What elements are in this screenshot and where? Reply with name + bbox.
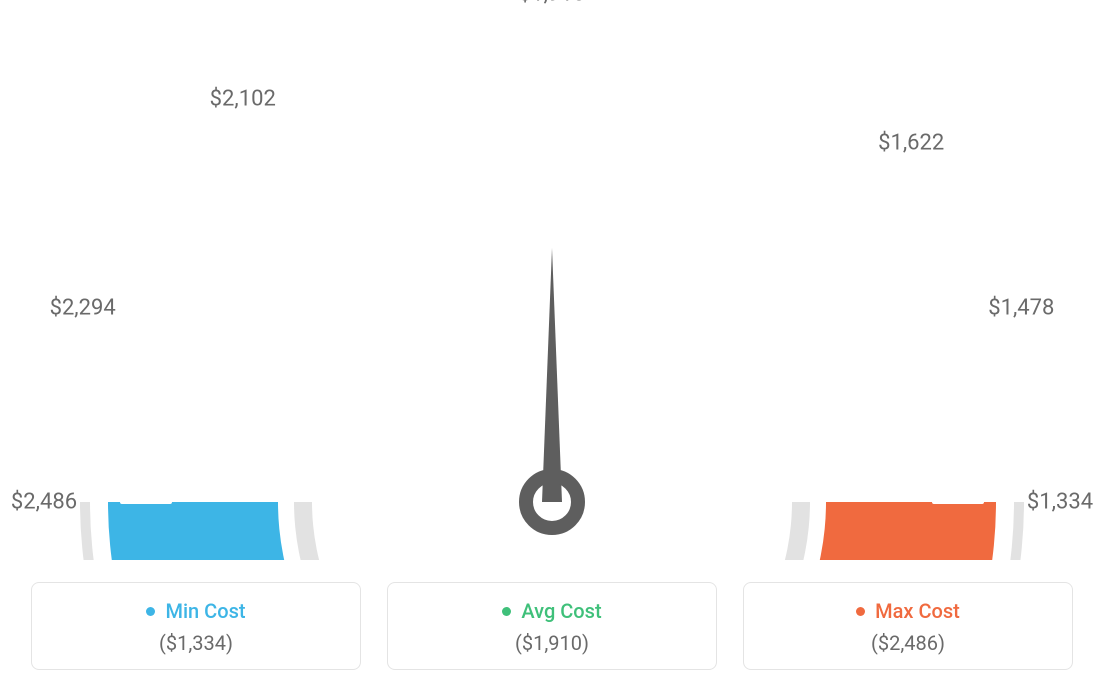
avg-cost-card: Avg Cost ($1,910) bbox=[387, 582, 717, 670]
gauge-chart-stage: $1,334 $1,478 $1,622 $1,910 $2,102 $2,294 $2,4… bbox=[0, 0, 1104, 690]
gauge-tick-label: $1,478 bbox=[988, 295, 1054, 320]
avg-cost-title: Avg Cost bbox=[502, 599, 601, 623]
gauge-svg bbox=[0, 0, 1104, 560]
avg-cost-value: ($1,910) bbox=[398, 631, 706, 655]
dot-icon bbox=[856, 607, 865, 616]
gauge-tick-label: $2,294 bbox=[50, 295, 116, 320]
max-cost-label: Max Cost bbox=[875, 599, 960, 623]
gauge-tick-label: $1,334 bbox=[1027, 490, 1093, 515]
min-cost-value: ($1,334) bbox=[42, 631, 350, 655]
gauge-container: $1,334 $1,478 $1,622 $1,910 $2,102 $2,294 $2,4… bbox=[0, 0, 1104, 560]
dot-icon bbox=[146, 607, 155, 616]
dot-icon bbox=[502, 607, 511, 616]
max-cost-card: Max Cost ($2,486) bbox=[743, 582, 1073, 670]
gauge-tick-label: $1,910 bbox=[519, 0, 585, 7]
avg-cost-label: Avg Cost bbox=[521, 599, 601, 623]
min-cost-title: Min Cost bbox=[146, 599, 245, 623]
gauge-tick-label: $1,622 bbox=[878, 130, 944, 155]
gauge-tick-label: $2,486 bbox=[11, 490, 77, 515]
summary-cards: Min Cost ($1,334) Avg Cost ($1,910) Max … bbox=[0, 582, 1104, 670]
min-cost-card: Min Cost ($1,334) bbox=[31, 582, 361, 670]
min-cost-label: Min Cost bbox=[165, 599, 245, 623]
max-cost-value: ($2,486) bbox=[754, 631, 1062, 655]
max-cost-title: Max Cost bbox=[856, 599, 960, 623]
gauge-tick-label: $2,102 bbox=[210, 86, 276, 111]
